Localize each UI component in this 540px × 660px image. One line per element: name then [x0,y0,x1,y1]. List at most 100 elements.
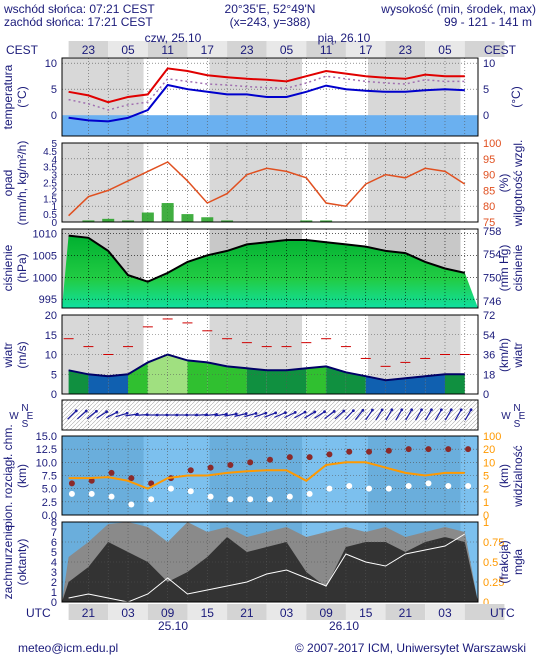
compass-w: W [9,411,19,422]
wind-arrow [415,409,423,421]
cloud-base-dot [346,448,353,455]
hour-label-top: 05 [121,43,135,57]
wind-arrow-head [284,411,287,415]
night-band [209,143,303,222]
wind-arrow [254,412,266,418]
temp-label-left: temperatura [1,64,15,129]
precip-bar [181,214,194,222]
ytick-right: 20 [483,444,495,456]
pressure-line [68,234,466,283]
ytick-right: 0 [483,597,489,609]
ytick-left: 3 [51,567,57,579]
ytick-left: 7.5 [42,471,57,483]
wind-speed-area [207,362,228,394]
ytick-left: 5 [51,547,57,559]
wind-arrow-head [84,409,88,413]
precip-panel: 00.511.522.533.544.55 75 80 85 90 95 100 opad (m… [1,138,525,229]
low-cloud-area [62,537,478,602]
time-band [68,41,109,57]
time-band [187,604,228,620]
time-band [147,604,188,620]
wind-arrow [294,411,306,419]
ytick-right: 85 [483,185,495,197]
cloud-top-dot [445,483,452,490]
wind-unit-right: (km/h) [497,338,511,372]
cloud-base-dot [306,454,313,461]
pressure-unit-right: (mm Hg) [497,245,511,292]
ytick-right: 0 [483,110,489,122]
footer-copyright: © 2007-2017 ICM, Uniwersytet Warszawski [295,641,526,655]
hour-label-bottom: 21 [399,606,413,620]
cloud-top-dot [306,490,313,497]
panel-border [61,435,479,516]
ytick-left: 10 [45,58,57,70]
hour-label-bottom: 21 [82,606,96,620]
ytick-left: 1010 [33,228,57,240]
ytick-left: 5 [51,139,57,150]
time-band [425,41,465,57]
temperature-line [68,67,465,104]
wind-arrow-head [264,411,268,415]
ytick-right: 0 [483,510,489,522]
wind-arrow-head [254,411,258,415]
wind-arrow-head [361,408,365,412]
wind-speed-area [68,370,89,394]
ytick-left: 1005 [33,250,57,262]
ytick-left: 0 [51,597,57,609]
humidity-line [68,161,466,217]
wind-arrow-head [303,410,307,414]
precip-bar [141,212,154,222]
panel-border [61,314,479,395]
day-label-bottom-2: 26.10 [329,619,359,633]
cloud-base-dot [148,480,155,487]
hour-label-bottom: 03 [438,606,452,620]
ytick-left: 995 [39,294,57,306]
visibility-line [68,461,465,490]
cloud-base-dot [425,446,432,453]
night-band [368,143,461,222]
hour-label-top: 23 [240,43,254,57]
cloud-top-dot [366,485,373,492]
ytick-left: 12.5 [36,444,57,456]
cloud-top-dot [465,483,472,490]
cloud-top-dot [385,485,392,492]
hour-label-bottom: 21 [240,606,254,620]
night-band [209,436,303,515]
ytick-right: 754 [483,249,501,261]
pressure-label-right: ciśnienie [511,244,525,291]
hour-label-top: 17 [359,43,373,57]
ytick-left: 0.0 [42,510,57,522]
wind-arrow [424,409,432,421]
wind-speed-area [227,366,247,394]
ytick-right: 758 [483,226,501,238]
wind-arrow [244,412,257,418]
day-label-2: pią, 26.10 [318,31,371,45]
cloud-top-dot [346,483,353,490]
ytick-left: 15.0 [36,431,57,443]
wind-arrow-head [293,410,297,414]
cloud-top-dot [148,496,155,503]
cloud-base-dot [326,451,333,458]
hour-label-top: 17 [201,43,215,57]
ytick-right: 54 [483,330,495,342]
pressure-unit-left: (hPa) [15,253,29,282]
below-zero-area [62,115,478,136]
ytick-left: 4.5 [43,147,57,158]
footer-email[interactable]: meteo@icm.edu.pl [18,641,118,655]
wind-arrow [395,409,403,421]
compass-w: W [501,411,511,422]
wind-arrow [234,413,247,417]
wind-arrow-head [439,408,443,412]
wind-arrow [324,410,335,420]
tz-left-top: CEST [6,43,39,57]
hour-label-bottom: 03 [121,606,135,620]
cloud-top-dot [167,485,174,492]
cloud-base-dot [68,480,75,487]
ytick-right: 5 [483,471,489,483]
cloud-top-dot [227,496,234,503]
humidity-unit-right: (%) [497,174,511,193]
wind-arrow-head [371,408,374,412]
time-band [464,604,505,620]
